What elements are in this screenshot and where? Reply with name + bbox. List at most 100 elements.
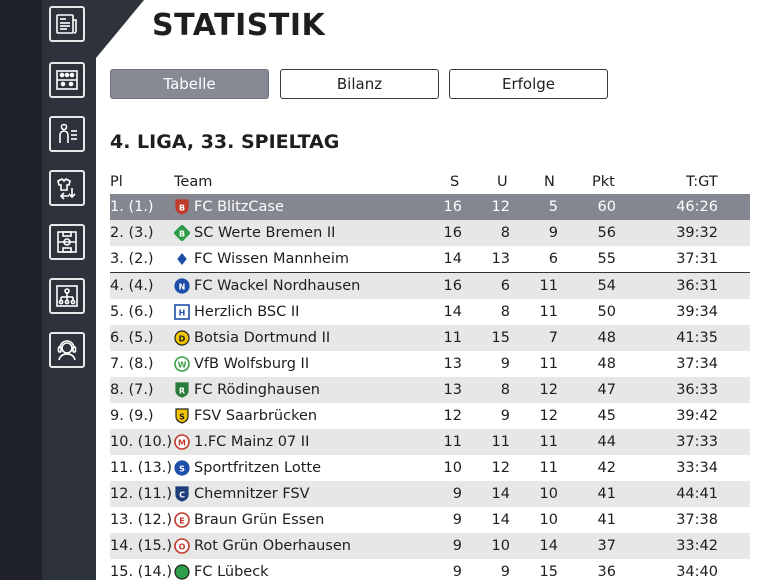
goals: 39:34 bbox=[676, 304, 718, 320]
row-position: 14. (15.) bbox=[110, 538, 173, 554]
points: 55 bbox=[597, 251, 616, 267]
wins: 9 bbox=[452, 538, 462, 554]
draws: 9 bbox=[500, 356, 510, 372]
table-row[interactable]: 10. (10.) 1.FC Mainz 07 II 11 11 11 44 37:33 M bbox=[110, 429, 750, 455]
news-icon[interactable] bbox=[49, 6, 85, 42]
team-logo-icon: N bbox=[174, 278, 190, 294]
league-matchday-heading: 4. LIGA, 33. SPIELTAG bbox=[110, 131, 340, 153]
transfer-icon[interactable] bbox=[49, 170, 85, 206]
goals: 41:35 bbox=[676, 330, 718, 346]
team-name: 1.FC Mainz 07 II bbox=[194, 434, 310, 450]
goals: 46:26 bbox=[676, 199, 718, 215]
header-s: S bbox=[450, 174, 460, 190]
table-row[interactable]: 14. (15.) Rot Grün Oberhausen 9 10 14 37 33:42… bbox=[110, 533, 750, 559]
row-position: 8. (7.) bbox=[110, 382, 154, 398]
goals: 37:38 bbox=[676, 512, 718, 528]
goals: 33:34 bbox=[676, 460, 718, 476]
svg-text:S: S bbox=[179, 465, 185, 474]
organization-icon[interactable] bbox=[49, 278, 85, 314]
svg-text:D: D bbox=[179, 335, 186, 344]
tab-erfolge[interactable]: Erfolge bbox=[449, 69, 608, 99]
table-row[interactable]: 3. (2.) FC Wissen Mannheim 14 13 6 55 37:31 bbox=[110, 246, 750, 273]
team-name: VfB Wolfsburg II bbox=[194, 356, 310, 372]
draws: 11 bbox=[491, 434, 510, 450]
header-pkt: Pkt bbox=[592, 174, 615, 190]
team-name: FC Lübeck bbox=[194, 564, 269, 580]
tab-bilanz[interactable]: Bilanz bbox=[280, 69, 439, 99]
header-pl: Pl bbox=[110, 174, 123, 190]
team-logo-icon: O bbox=[174, 538, 190, 554]
points: 54 bbox=[597, 278, 616, 294]
row-position: 4. (4.) bbox=[110, 278, 154, 294]
tab-tabelle[interactable]: Tabelle bbox=[110, 69, 269, 99]
points: 48 bbox=[597, 330, 616, 346]
team-name: Herzlich BSC II bbox=[194, 304, 300, 320]
wins: 16 bbox=[443, 199, 462, 215]
table-row[interactable]: 6. (5.) Botsia Dortmund II 11 15 7 48 41:35 D bbox=[110, 325, 750, 351]
table-row[interactable]: 5. (6.) Herzlich BSC II 14 8 11 50 39:34 H bbox=[110, 299, 750, 325]
lineup-icon[interactable] bbox=[49, 62, 85, 98]
points: 45 bbox=[597, 408, 616, 424]
points: 50 bbox=[597, 304, 616, 320]
losses: 11 bbox=[539, 278, 558, 294]
team-name: Rot Grün Oberhausen bbox=[194, 538, 351, 554]
team-name: Braun Grün Essen bbox=[194, 512, 325, 528]
table-row[interactable]: 11. (13.) Sportfritzen Lotte 10 12 11 42 33:34… bbox=[110, 455, 750, 481]
team-logo-icon: C bbox=[175, 486, 189, 502]
wins: 9 bbox=[452, 512, 462, 528]
header-corner bbox=[96, 0, 144, 58]
draws: 12 bbox=[491, 460, 510, 476]
table-row[interactable]: 12. (11.) Chemnitzer FSV 9 14 10 41 44:41 C bbox=[110, 481, 750, 507]
team-logo-icon: B bbox=[174, 225, 190, 241]
table-row[interactable]: 4. (4.) FC Wackel Nordhausen 16 6 11 54 36:31 N bbox=[110, 273, 750, 299]
league-table: Pl Team S U N Pkt T:GT 1. (1.) FC BlitzCa… bbox=[110, 170, 750, 585]
team-logo-icon: D bbox=[174, 330, 190, 346]
wins: 11 bbox=[443, 434, 462, 450]
points: 41 bbox=[597, 512, 616, 528]
player-stats-icon[interactable] bbox=[49, 116, 85, 152]
goals: 33:42 bbox=[676, 538, 718, 554]
draws: 15 bbox=[491, 330, 510, 346]
wins: 13 bbox=[443, 356, 462, 372]
points: 56 bbox=[597, 225, 616, 241]
svg-text:C: C bbox=[179, 491, 185, 500]
losses: 11 bbox=[539, 460, 558, 476]
table-row[interactable]: 7. (8.) VfB Wolfsburg II 13 9 11 48 37:34 W bbox=[110, 351, 750, 377]
goals: 36:33 bbox=[676, 382, 718, 398]
team-name: Chemnitzer FSV bbox=[194, 486, 310, 502]
table-row[interactable]: 2. (3.) SC Werte Bremen II 16 8 9 56 39:32 B bbox=[110, 220, 750, 246]
main-nav bbox=[42, 0, 96, 580]
goals: 44:41 bbox=[676, 486, 718, 502]
draws: 8 bbox=[500, 382, 510, 398]
team-logo-icon: W bbox=[174, 356, 190, 372]
table-row[interactable]: 15. (14.) FC Lübeck 9 9 15 36 34:40 bbox=[110, 559, 750, 585]
draws: 13 bbox=[491, 251, 510, 267]
header-n: N bbox=[544, 174, 555, 190]
team-name: SC Werte Bremen II bbox=[194, 225, 336, 241]
table-row[interactable]: 13. (12.) Braun Grün Essen 9 14 10 41 37:38 E bbox=[110, 507, 750, 533]
svg-text:R: R bbox=[179, 387, 185, 396]
wins: 16 bbox=[443, 225, 462, 241]
team-name: FC Wissen Mannheim bbox=[194, 251, 349, 267]
goals: 37:34 bbox=[676, 356, 718, 372]
losses: 10 bbox=[539, 486, 558, 502]
losses: 10 bbox=[539, 512, 558, 528]
svg-text:S: S bbox=[179, 413, 185, 422]
team-name: FC BlitzCase bbox=[194, 199, 284, 215]
support-icon[interactable] bbox=[49, 332, 85, 368]
points: 47 bbox=[597, 382, 616, 398]
row-position: 1. (1.) bbox=[110, 199, 154, 215]
goals: 36:31 bbox=[676, 278, 718, 294]
svg-text:N: N bbox=[179, 283, 186, 292]
pitch-icon[interactable] bbox=[49, 224, 85, 260]
table-row[interactable]: 9. (9.) FSV Saarbrücken 12 9 12 45 39:42 S bbox=[110, 403, 750, 429]
wins: 12 bbox=[443, 408, 462, 424]
table-row[interactable]: 8. (7.) FC Rödinghausen 13 8 12 47 36:33 R bbox=[110, 377, 750, 403]
points: 48 bbox=[597, 356, 616, 372]
row-position: 6. (5.) bbox=[110, 330, 154, 346]
row-position: 15. (14.) bbox=[110, 564, 173, 580]
team-logo-icon: R bbox=[175, 382, 189, 398]
points: 60 bbox=[597, 199, 616, 215]
row-position: 2. (3.) bbox=[110, 225, 154, 241]
table-row[interactable]: 1. (1.) FC BlitzCase 16 12 5 60 46:26 B bbox=[110, 194, 750, 220]
